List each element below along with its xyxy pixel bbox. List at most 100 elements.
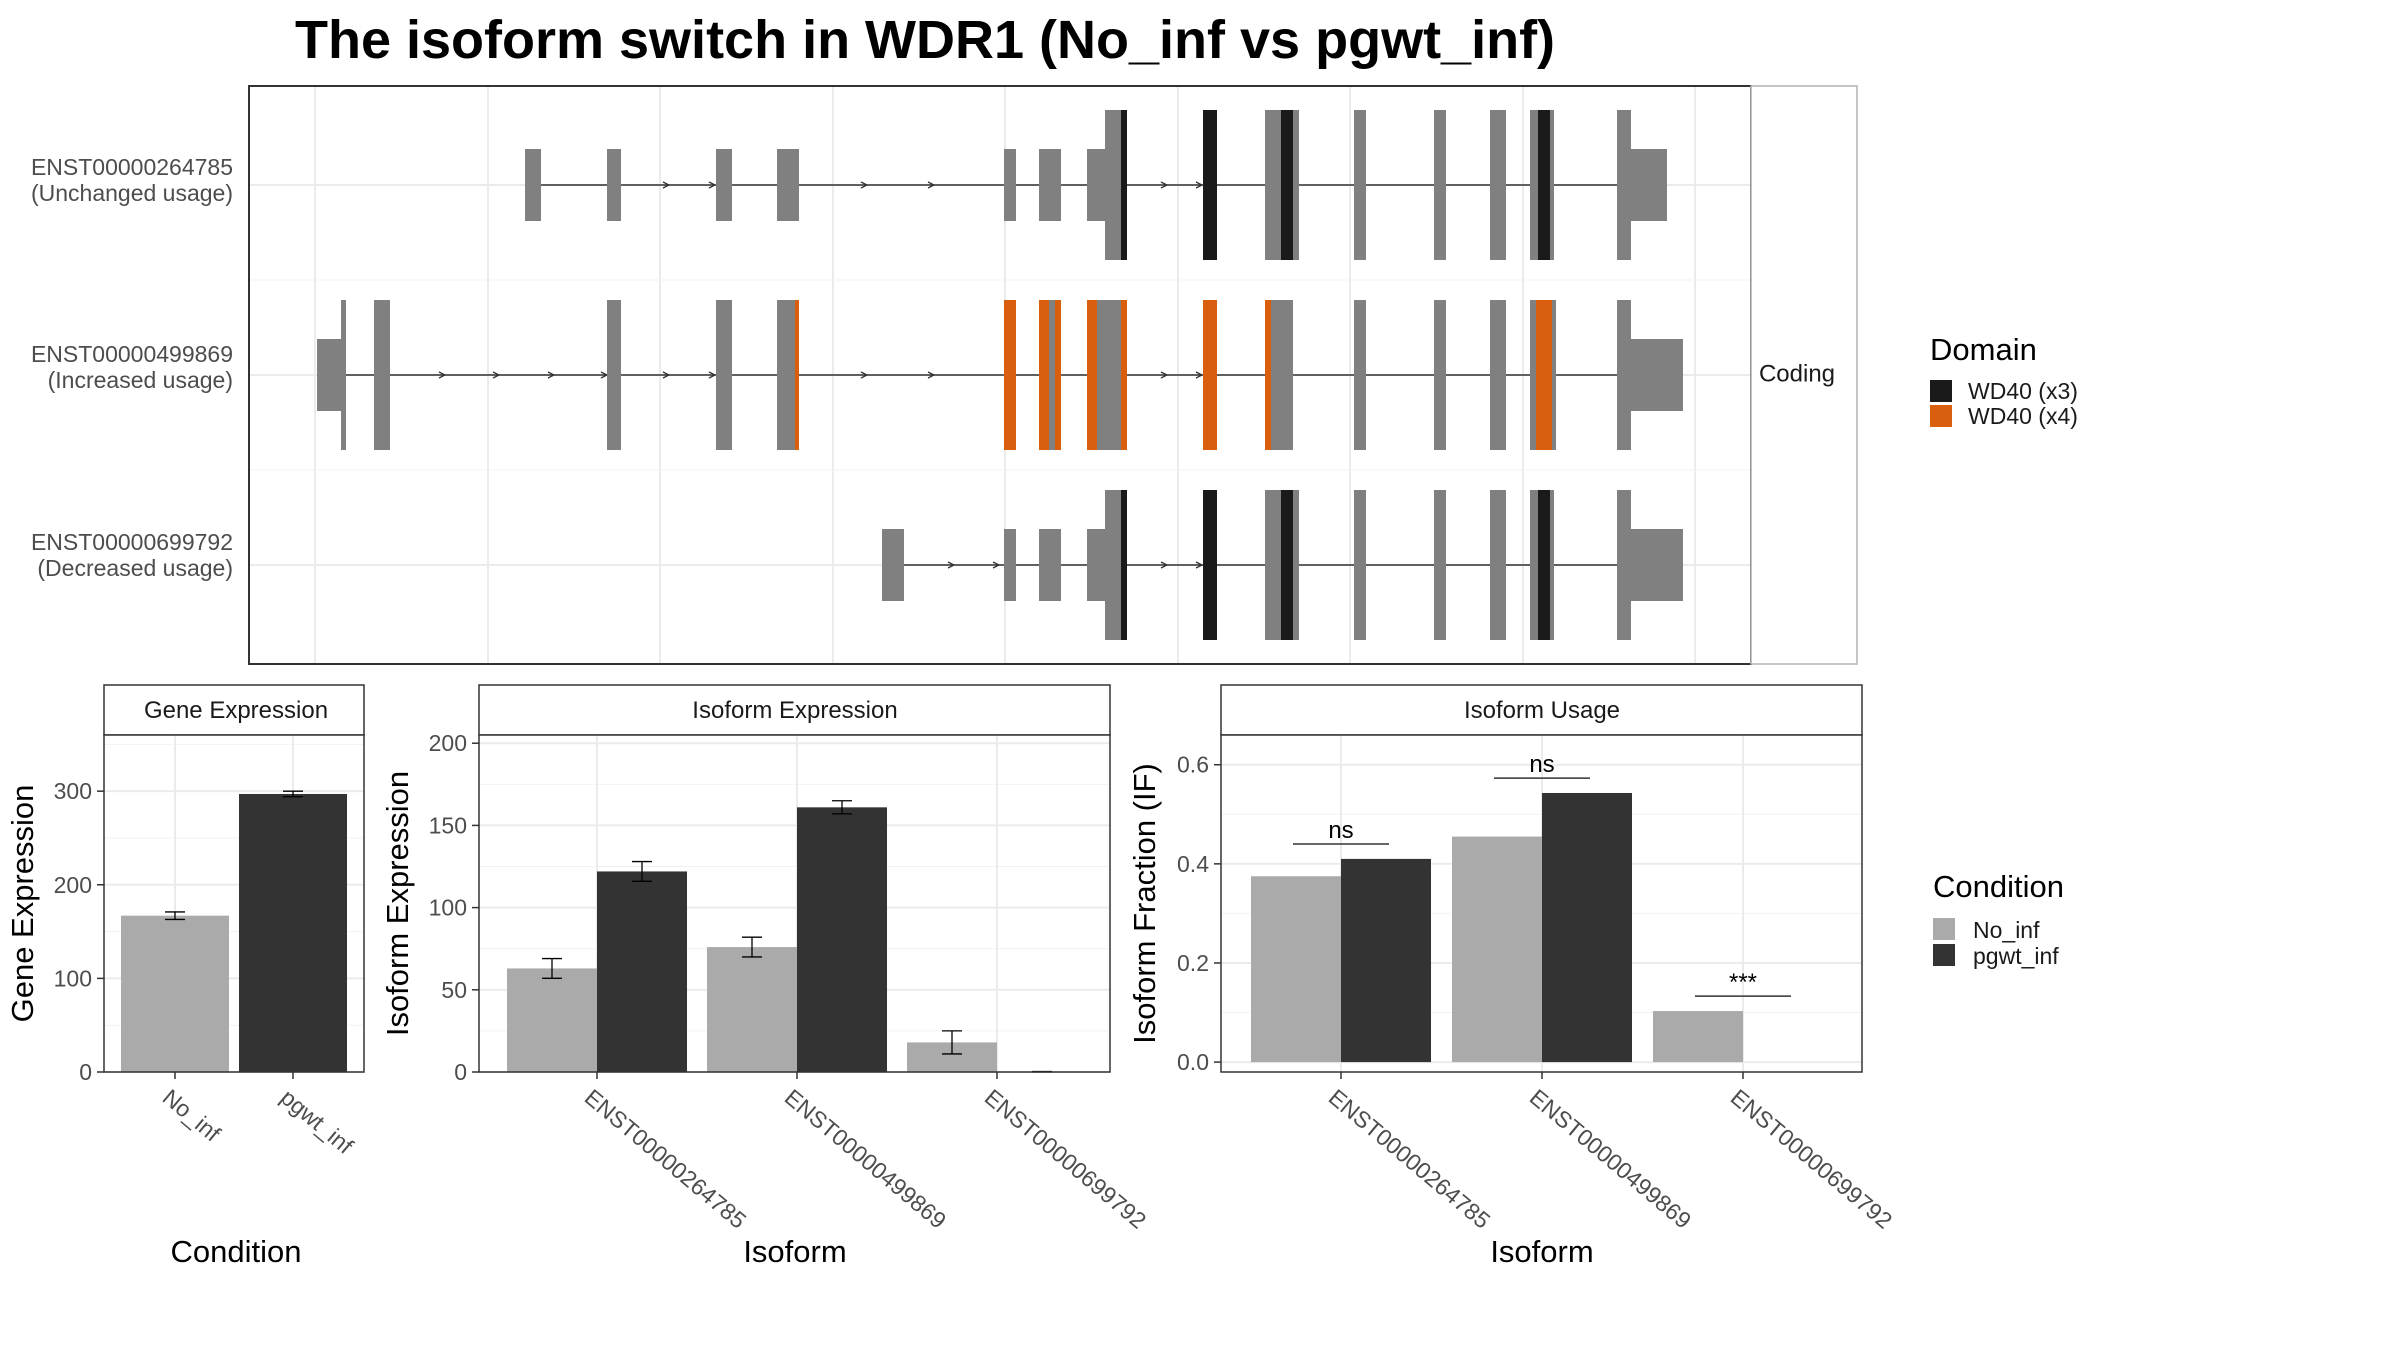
exon-block xyxy=(1265,110,1275,260)
strand-arrow xyxy=(860,371,869,379)
bar xyxy=(1251,876,1341,1063)
exon-block xyxy=(882,529,904,601)
exon-block xyxy=(1275,110,1281,260)
condition-legend-label-pgwt-inf: pgwt_inf xyxy=(1973,943,2059,969)
exon-domain-wd40-x4 xyxy=(1121,300,1127,450)
condition-legend-label-no-inf: No_inf xyxy=(1973,917,2040,943)
exon-block xyxy=(1271,300,1293,450)
strand-arrow xyxy=(708,181,717,189)
gene-expression-chart: Gene Expression 0 100 200 300 No_inf pgwt_inf C… xyxy=(5,684,365,1269)
x-tick-label: ENST00000499869 xyxy=(1525,1084,1697,1234)
exon-block xyxy=(1265,490,1275,640)
exon-block xyxy=(1490,110,1506,260)
exon-block xyxy=(1631,339,1683,411)
exon-domain-wd40-x3 xyxy=(1538,110,1550,260)
condition-legend: Condition No_inf pgwt_inf xyxy=(1933,869,2064,969)
x-tick-label: ENST00000499869 xyxy=(780,1084,952,1234)
exon-block xyxy=(1354,490,1366,640)
figure-title: The isoform switch in WDR1 (No_inf vs pg… xyxy=(295,10,1555,70)
strand-arrow xyxy=(860,181,869,189)
condition-legend-key-no-inf xyxy=(1933,918,1955,940)
x-axis-title: Condition xyxy=(171,1234,302,1269)
strand-arrow xyxy=(708,371,717,379)
exon-block xyxy=(1550,490,1554,640)
y-axis-title: Isoform Fraction (IF) xyxy=(1127,763,1162,1044)
panel-strip xyxy=(1220,684,1863,736)
panel-strip xyxy=(103,684,365,736)
y-tick-label: 0.4 xyxy=(1177,851,1209,877)
significance-label: ns xyxy=(1529,751,1554,778)
exon-block xyxy=(1105,300,1121,450)
strand-arrow xyxy=(1160,371,1169,379)
strand-arrow xyxy=(1195,371,1204,379)
y-tick-label: 50 xyxy=(441,977,467,1003)
domain-legend-title: Domain xyxy=(1930,332,2037,367)
panel-title: Gene Expression xyxy=(144,697,328,724)
panel-border xyxy=(103,734,365,1073)
isoform-expression-chart: Isoform Expression 0 50 100 150 200 ENST000002… xyxy=(380,684,1152,1269)
exon-block xyxy=(777,300,795,450)
exon-block xyxy=(1530,110,1538,260)
strand-arrow xyxy=(438,371,447,379)
bar xyxy=(507,968,597,1072)
y-tick-label: 100 xyxy=(429,895,467,921)
exon-block xyxy=(1004,149,1016,221)
exon-block xyxy=(1617,110,1631,260)
exon-block xyxy=(374,300,390,450)
transcript-label-2-usage: (Increased usage) xyxy=(48,367,233,393)
exon-domain-wd40-x4 xyxy=(1536,300,1552,450)
strand-arrow xyxy=(927,181,936,189)
exon-domain-wd40-x4 xyxy=(1039,300,1049,450)
exon-block xyxy=(1049,300,1055,450)
panel-border xyxy=(478,734,1111,1073)
y-axis-title: Gene Expression xyxy=(5,785,40,1023)
bar xyxy=(239,793,347,1072)
exon-block xyxy=(1552,300,1556,450)
transcript-structure-panel: Coding ENST00000264785 (Unchanged usage)… xyxy=(31,85,1858,665)
domain-legend-label-wd40-x3: WD40 (x3) xyxy=(1968,378,2078,404)
exon-block xyxy=(1490,300,1506,450)
exon-block xyxy=(525,149,541,221)
exon-block xyxy=(1354,300,1366,450)
exon-block xyxy=(317,339,343,411)
y-tick-label: 0.6 xyxy=(1177,752,1209,778)
strand-arrow xyxy=(662,181,671,189)
x-tick-label: pgwt_inf xyxy=(276,1084,359,1159)
x-tick-label: ENST00000699792 xyxy=(1726,1084,1898,1234)
exon-domain-wd40-x3 xyxy=(1121,490,1127,640)
x-tick-label: ENST00000264785 xyxy=(580,1084,752,1234)
exon-block xyxy=(341,300,346,450)
bar xyxy=(1452,836,1542,1063)
exon-block xyxy=(1434,490,1446,640)
isoform-usage-chart: Isoform Usage 0.0 0.2 0.4 0.6 ENST00000264785… xyxy=(1127,684,1898,1269)
bar xyxy=(1542,792,1632,1063)
strand-arrow xyxy=(547,371,556,379)
condition-legend-title: Condition xyxy=(1933,869,2064,904)
domain-legend-label-wd40-x4: WD40 (x4) xyxy=(1968,403,2078,429)
significance-label: ns xyxy=(1328,817,1353,844)
strand-arrow xyxy=(947,561,956,569)
exon-block xyxy=(1105,490,1121,640)
exon-block xyxy=(607,149,621,221)
strand-arrow xyxy=(927,371,936,379)
exon-block xyxy=(1293,490,1299,640)
y-tick-label: 0 xyxy=(79,1059,92,1085)
y-tick-label: 0.0 xyxy=(1177,1049,1209,1075)
y-tick-label: 300 xyxy=(54,778,92,804)
exon-block xyxy=(1293,110,1299,260)
domain-legend-key-wd40-x4 xyxy=(1930,405,1952,427)
strand-arrow xyxy=(1195,561,1204,569)
exon-block xyxy=(1105,110,1121,260)
structure-strip xyxy=(1750,85,1858,665)
x-axis-title: Isoform xyxy=(743,1234,846,1269)
exon-block xyxy=(1275,490,1281,640)
y-axis-title: Isoform Expression xyxy=(380,771,415,1036)
transcript-label-3-usage: (Decreased usage) xyxy=(37,555,233,581)
exon-block xyxy=(1039,529,1061,601)
strand-arrow xyxy=(1160,561,1169,569)
bar xyxy=(121,915,229,1072)
transcript-label-1-usage: (Unchanged usage) xyxy=(31,180,233,206)
x-tick-label: ENST00000699792 xyxy=(980,1084,1152,1234)
exon-block xyxy=(1434,110,1446,260)
